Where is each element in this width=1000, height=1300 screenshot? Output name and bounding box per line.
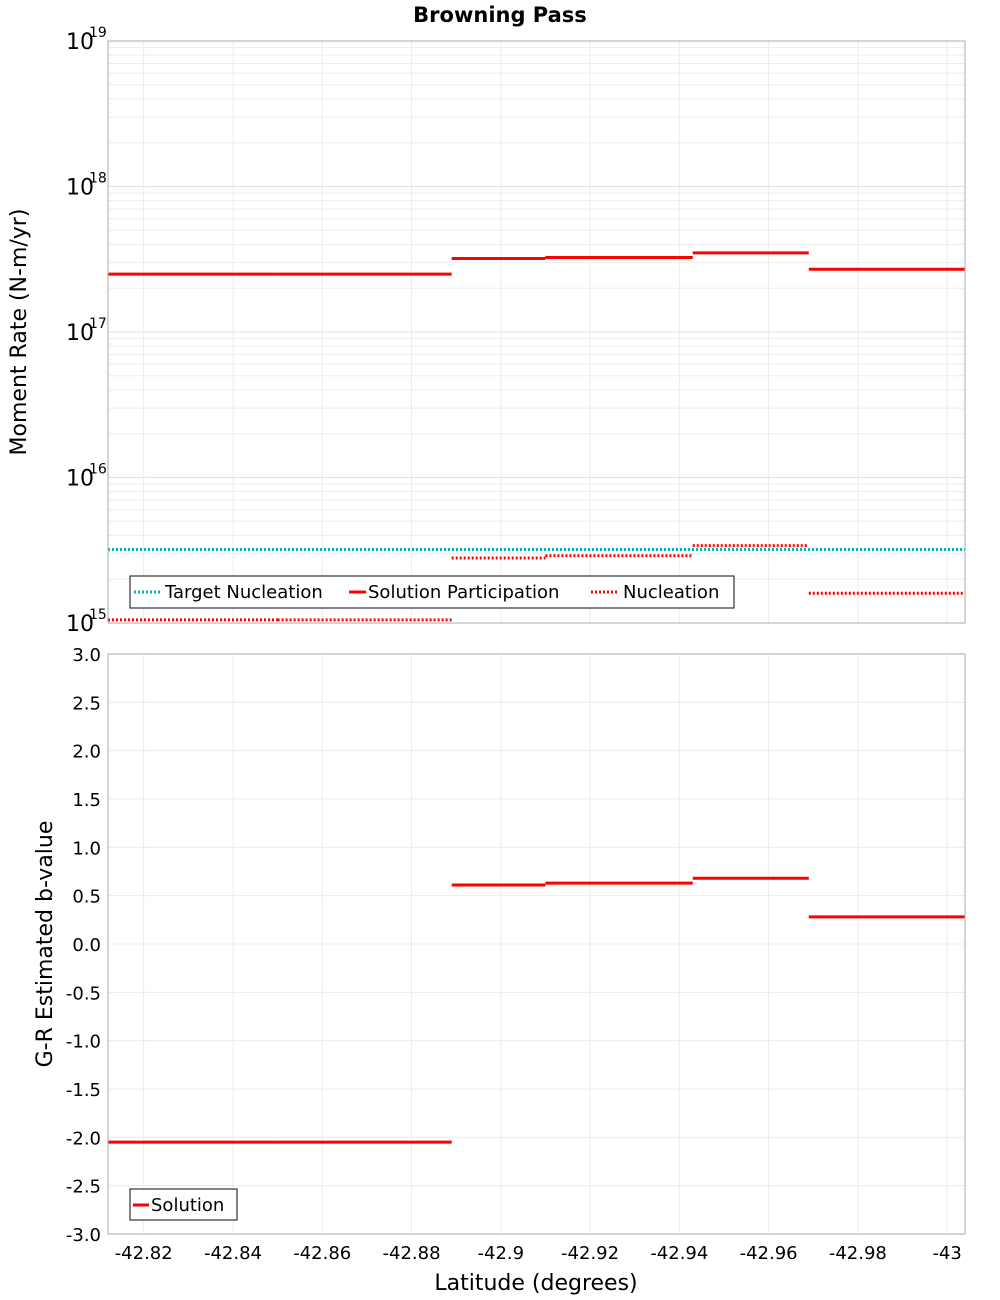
b-value-tick-label: -3.0 (66, 1225, 101, 1246)
x-axis-label: Latitude (degrees) (434, 1271, 637, 1296)
b-value-legend: Solution (129, 1188, 238, 1221)
moment-rate-tick-label: 10 (66, 30, 94, 55)
b-value-tick-label: -0.5 (66, 983, 101, 1004)
x-tick-label: -42.84 (204, 1243, 262, 1264)
moment-rate-ylabel: Moment Rate (N-m/yr) (7, 209, 32, 456)
moment-rate-frame (107, 40, 966, 624)
moment-rate-legend-box (129, 575, 735, 609)
moment-rate-tick-label: 10 (66, 176, 94, 201)
b-value-tick-label: -2.0 (66, 1128, 101, 1149)
x-tick-label: -42.92 (561, 1243, 619, 1264)
x-tick-label: -42.94 (650, 1243, 708, 1264)
x-tick-label: -43 (932, 1243, 961, 1264)
x-tick-label: -42.88 (383, 1243, 441, 1264)
moment-rate-tick-exponent: 17 (89, 316, 107, 332)
x-tick-label: -42.9 (478, 1243, 525, 1264)
legend-label-target-nucleation: Target Nucleation (164, 582, 323, 603)
b-value-tick-label: 3.0 (72, 645, 101, 666)
chart-title: Browning Pass (413, 3, 587, 27)
moment-rate-tick-exponent: 18 (89, 171, 107, 187)
b-value-tick-label: 1.5 (72, 790, 101, 811)
b-value-tick-label: 1.0 (72, 838, 101, 859)
x-tick-label: -42.96 (740, 1243, 798, 1264)
b-value-tick-label: 0.5 (72, 887, 101, 908)
b-value-panel: -3.0 -2.5 -2.0 -1.5 -1.0 -0.5 0.0 0.5 1.0 1.5 2.0 2… (33, 645, 966, 1296)
x-tick-label: -42.82 (115, 1243, 173, 1264)
b-value-tick-label: -1.5 (66, 1080, 101, 1101)
legend-label-solution: Solution (151, 1195, 224, 1216)
b-value-frame (107, 653, 966, 1235)
b-value-tick-label: -2.5 (66, 1177, 101, 1198)
x-tick-label: -42.98 (829, 1243, 887, 1264)
x-tick-label: -42.86 (293, 1243, 351, 1264)
moment-rate-tick-label: 10 (66, 612, 94, 637)
b-value-tick-label: 2.0 (72, 742, 101, 763)
moment-rate-tick-label: 10 (66, 467, 94, 492)
moment-rate-tick-exponent: 16 (89, 462, 107, 478)
b-value-tick-label: 2.5 (72, 693, 101, 714)
b-value-ylabel: G-R Estimated b-value (33, 821, 58, 1068)
b-value-tick-label: 0.0 (72, 935, 101, 956)
b-value-tick-label: -1.0 (66, 1032, 101, 1053)
moment-rate-tick-exponent: 19 (89, 25, 107, 41)
moment-rate-legend: Target Nucleation Solution Participation… (129, 575, 735, 609)
moment-rate-tick-label: 10 (66, 321, 94, 346)
legend-label-solution-participation: Solution Participation (368, 582, 559, 603)
legend-label-nucleation: Nucleation (623, 582, 719, 603)
moment-rate-tick-exponent: 15 (89, 607, 107, 623)
